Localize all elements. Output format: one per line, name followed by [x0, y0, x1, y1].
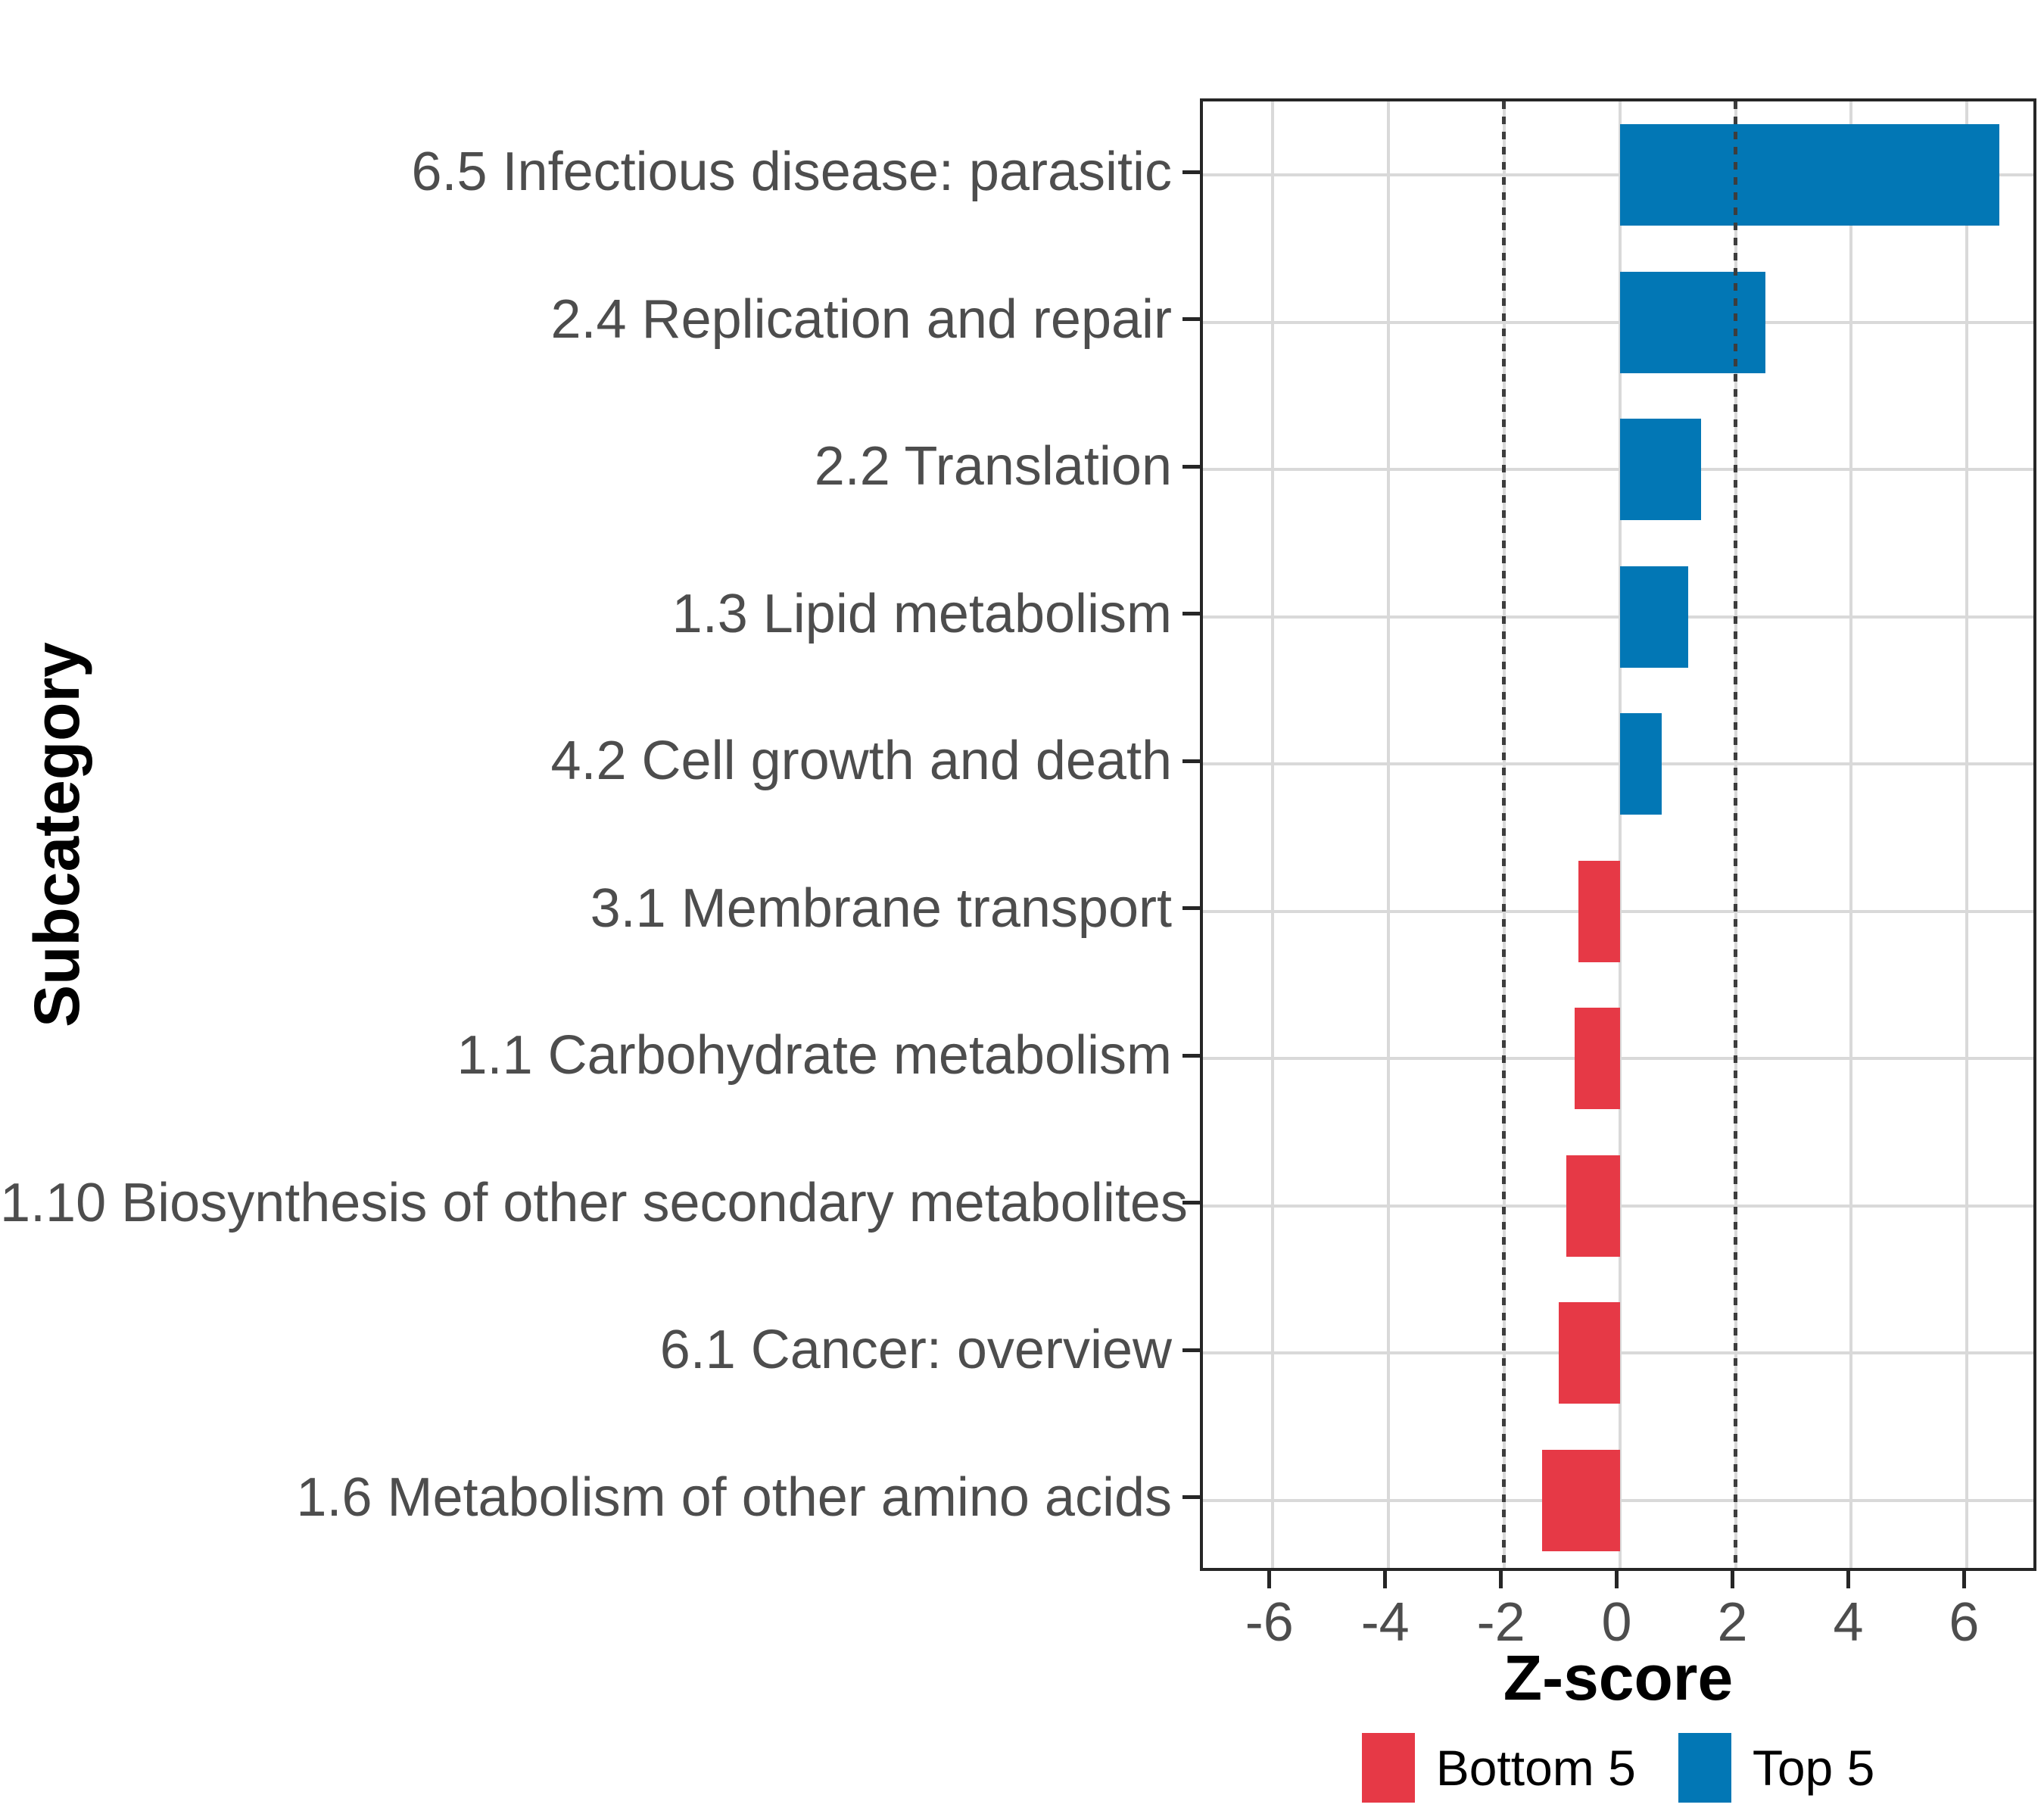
x-tick-label: -4 — [1360, 1592, 1410, 1653]
x-tick-label: 6 — [1949, 1592, 1980, 1653]
y-axis-title: Subcategory — [20, 642, 92, 1027]
x-tick — [1615, 1571, 1619, 1588]
x-tick — [1499, 1571, 1503, 1588]
y-axis-label: 3.1 Membrane transport — [590, 877, 1172, 939]
reference-line — [1502, 101, 1507, 1568]
y-axis-label: 4.2 Cell growth and death — [550, 731, 1172, 792]
bar — [1619, 713, 1662, 815]
x-tick — [1383, 1571, 1388, 1588]
y-tick — [1182, 612, 1200, 616]
bar — [1619, 124, 2000, 226]
y-tick — [1182, 1348, 1200, 1352]
x-gridline — [1618, 101, 1622, 1568]
y-axis-label: 1.10 Biosynthesis of other secondary met… — [0, 1172, 1188, 1233]
x-axis-title: Z-score — [1503, 1642, 1734, 1713]
x-gridline — [1386, 101, 1390, 1568]
y-axis-label: 6.5 Infectious disease: parasitic — [411, 142, 1172, 203]
legend-item-bottom5: Bottom 5 — [1361, 1732, 1636, 1803]
legend-swatch-top5 — [1678, 1732, 1731, 1803]
y-gridline — [1203, 173, 2033, 177]
y-tick — [1182, 317, 1200, 322]
y-tick — [1182, 1495, 1200, 1500]
y-gridline — [1203, 468, 2033, 472]
legend-item-top5: Top 5 — [1678, 1732, 1875, 1803]
legend-label-bottom5: Bottom 5 — [1435, 1739, 1636, 1796]
bar — [1619, 566, 1688, 668]
y-tick — [1182, 906, 1200, 911]
bar — [1558, 1302, 1620, 1404]
y-gridline — [1203, 320, 2033, 324]
reference-line — [1734, 101, 1738, 1568]
x-tick-label: 0 — [1601, 1592, 1632, 1653]
x-tick — [1267, 1571, 1272, 1588]
y-axis-label: 1.1 Carbohydrate metabolism — [456, 1025, 1172, 1086]
legend-label-top5: Top 5 — [1752, 1739, 1875, 1796]
bar — [1578, 860, 1620, 962]
y-tick — [1182, 1201, 1200, 1205]
bar — [1566, 1155, 1620, 1257]
x-tick-label: 4 — [1833, 1592, 1864, 1653]
bar — [1574, 1008, 1620, 1110]
y-axis-label: 2.2 Translation — [814, 436, 1172, 497]
bar — [1619, 271, 1765, 373]
y-tick — [1182, 170, 1200, 174]
y-tick — [1182, 1053, 1200, 1058]
y-tick — [1182, 464, 1200, 469]
y-tick — [1182, 759, 1200, 763]
y-axis-label: 2.4 Replication and repair — [550, 288, 1172, 350]
x-tick-label: 2 — [1717, 1592, 1748, 1653]
x-tick — [1961, 1571, 1966, 1588]
x-tick — [1731, 1571, 1735, 1588]
x-gridline — [1849, 101, 1853, 1568]
x-gridline — [1965, 101, 1969, 1568]
y-axis-label: 6.1 Cancer: overview — [659, 1320, 1172, 1381]
x-tick-label: -2 — [1476, 1592, 1525, 1653]
x-tick — [1846, 1571, 1850, 1588]
bar — [1542, 1449, 1620, 1551]
legend: Bottom 5 Top 5 — [1200, 1731, 2036, 1803]
y-gridline — [1203, 762, 2033, 766]
y-gridline — [1203, 615, 2033, 619]
x-tick-label: -6 — [1245, 1592, 1294, 1653]
x-gridline — [1270, 101, 1274, 1568]
y-axis-label: 1.3 Lipid metabolism — [671, 583, 1172, 644]
legend-swatch-bottom5 — [1361, 1732, 1415, 1803]
y-axis-label: 1.6 Metabolism of other amino acids — [296, 1466, 1172, 1528]
bar — [1619, 419, 1701, 521]
plot-panel — [1200, 98, 2036, 1571]
